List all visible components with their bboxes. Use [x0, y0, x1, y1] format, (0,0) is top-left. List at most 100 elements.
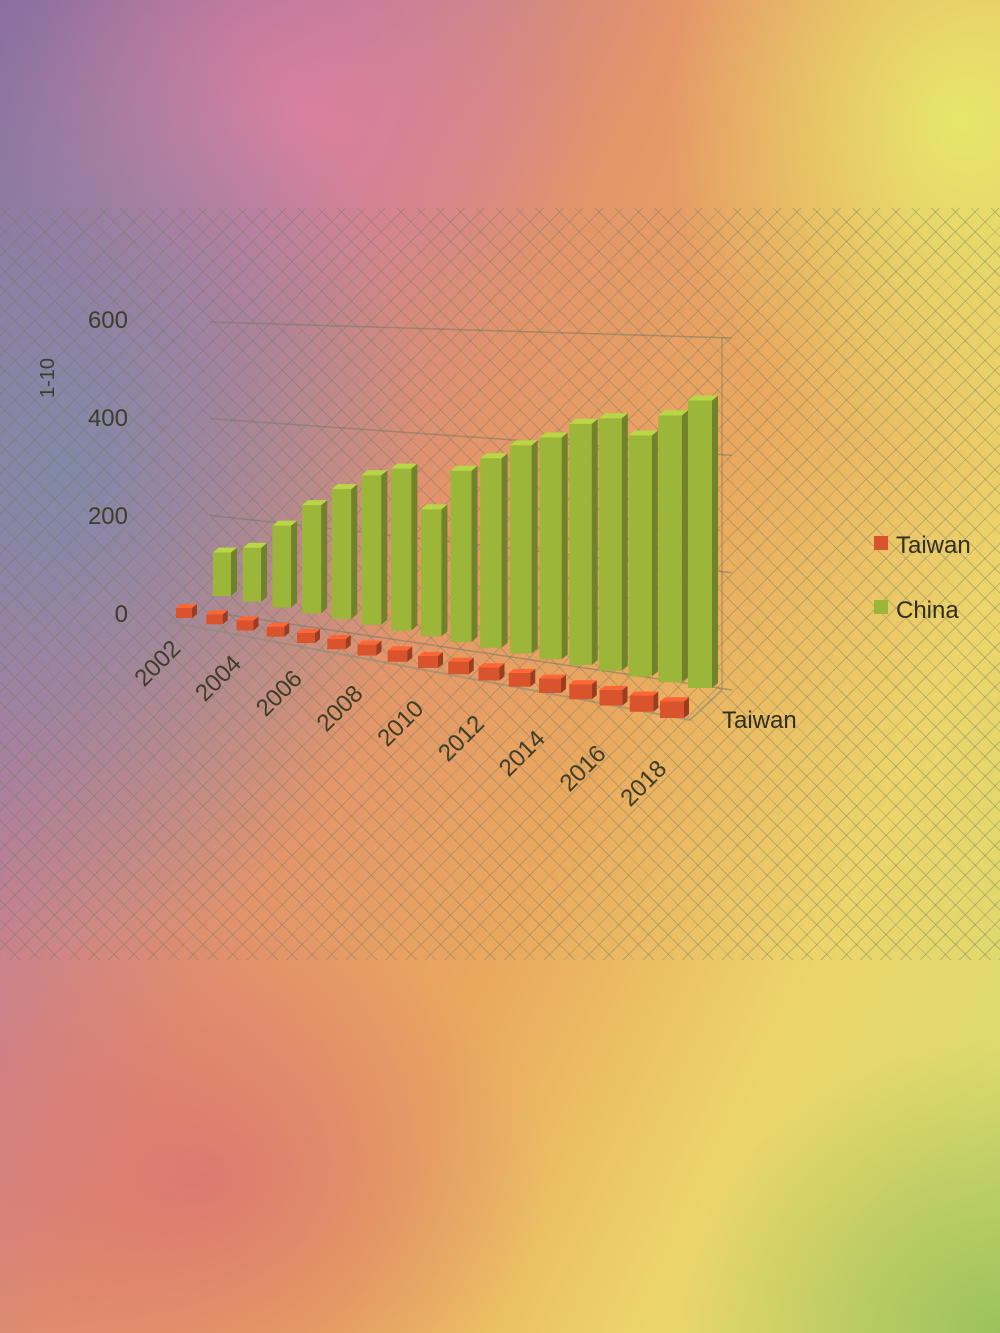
china-bar-side	[441, 504, 448, 637]
x-tick-label: 2014	[494, 725, 551, 782]
taiwan-bar-top	[387, 646, 413, 651]
taiwan-bar-side	[284, 622, 290, 637]
china-bar-2016	[628, 430, 658, 677]
china-bar-front	[391, 468, 412, 631]
taiwan-bar-front	[297, 633, 315, 643]
x-tick-label: 2018	[615, 755, 672, 812]
china-bar-side	[231, 547, 237, 596]
taiwan-bar-2004	[236, 616, 259, 631]
taiwan-bar-2003	[206, 610, 228, 625]
china-bar-front	[598, 418, 622, 671]
china-bar-top	[450, 465, 478, 471]
taiwan-bar-top	[206, 610, 228, 615]
taiwan-bar-front	[629, 695, 654, 712]
china-bar-2010	[450, 465, 478, 642]
china-bar-front	[331, 489, 352, 619]
china-bar-side	[261, 542, 268, 602]
y-tick-label: 0	[115, 601, 128, 628]
taiwan-bar-top	[266, 622, 290, 627]
china-bar-side	[621, 413, 628, 671]
china-bar-front	[302, 505, 322, 614]
china-bar-top	[213, 547, 237, 553]
china-bar-side	[501, 453, 508, 648]
x-tick-label: 2016	[555, 740, 612, 797]
floor-side-edge	[689, 689, 723, 721]
taiwan-bar-top	[478, 663, 505, 668]
china-bar-2015	[598, 413, 628, 671]
china-bar-side	[351, 484, 358, 619]
china-bar-side	[381, 470, 388, 625]
bars	[169, 395, 723, 721]
china-bar-side	[651, 430, 658, 677]
taiwan-bar-front	[387, 650, 408, 662]
taiwan-bar-top	[569, 680, 597, 685]
china-bar-top	[242, 542, 268, 548]
taiwan-bar-side	[684, 697, 689, 718]
china-bar-side	[531, 440, 538, 654]
china-bar-front	[628, 435, 652, 677]
taiwan-bar-side	[192, 604, 197, 618]
x-tick-label: 2008	[312, 680, 369, 737]
taiwan-bar-top	[418, 651, 443, 656]
gridline	[209, 321, 733, 339]
taiwan-bar-side	[653, 691, 659, 712]
china-bar-front	[688, 400, 712, 688]
china-bar-top	[302, 500, 328, 506]
china-bar-2002	[213, 547, 237, 596]
china-bar-front	[242, 547, 262, 602]
legend-label-china: China	[896, 597, 959, 624]
china-bar-side	[681, 410, 688, 683]
taiwan-bar-side	[345, 635, 351, 650]
china-bar-front	[450, 470, 472, 642]
taiwan-bar-side	[561, 674, 566, 693]
y-tick-labels: 0 200 400 600	[88, 307, 128, 628]
taiwan-bar-2010	[418, 651, 443, 668]
china-bar-front	[213, 552, 231, 596]
taiwan-bar-2011	[448, 657, 474, 675]
china-bar-front	[420, 509, 442, 637]
x-tick-label: 2012	[433, 710, 490, 767]
taiwan-bar-side	[376, 640, 382, 656]
china-bar-2004	[272, 520, 298, 608]
legend-swatch-taiwan	[874, 536, 888, 550]
china-bar-2007	[361, 470, 388, 625]
taiwan-bar-front	[448, 661, 469, 675]
china-bar-side	[561, 432, 568, 660]
taiwan-bar-2015	[569, 680, 597, 700]
china-bar-top	[420, 504, 448, 510]
taiwan-bar-side	[530, 668, 536, 687]
china-bar-top	[598, 413, 628, 419]
taiwan-bar-front	[418, 655, 438, 668]
china-bar-top	[569, 418, 598, 424]
taiwan-bar-front	[176, 608, 192, 618]
taiwan-bar-top	[176, 604, 197, 608]
x-tick-label: 2006	[251, 665, 308, 722]
china-bar-front	[272, 525, 292, 608]
china-bar-2018	[688, 395, 718, 688]
taiwan-bar-2006	[297, 629, 320, 643]
x-tick-label: 2002	[129, 635, 186, 692]
china-bar-side	[471, 465, 478, 642]
taiwan-bar-front	[236, 620, 254, 631]
y-axis-label: 1-10	[37, 358, 59, 398]
china-bar-front	[569, 423, 592, 665]
taiwan-bar-2013	[508, 668, 536, 687]
china-bar-side	[411, 463, 418, 631]
taiwan-bar-side	[591, 680, 597, 700]
taiwan-bar-2007	[327, 635, 351, 650]
taiwan-bar-front	[206, 614, 223, 625]
taiwan-bar-top	[539, 674, 566, 679]
taiwan-bar-top	[599, 685, 628, 690]
china-bar-top	[509, 440, 538, 446]
taiwan-bar-top	[448, 657, 474, 662]
taiwan-bar-side	[315, 629, 320, 643]
china-bar-2011	[480, 453, 508, 648]
taiwan-bar-front	[478, 667, 500, 681]
taiwan-bar-2017	[629, 691, 659, 712]
legend-label-taiwan: Taiwan	[896, 532, 971, 559]
taiwan-bar-top	[508, 668, 536, 673]
china-bar-top	[628, 430, 658, 436]
gridline	[209, 611, 733, 691]
china-bar-2017	[658, 410, 688, 683]
